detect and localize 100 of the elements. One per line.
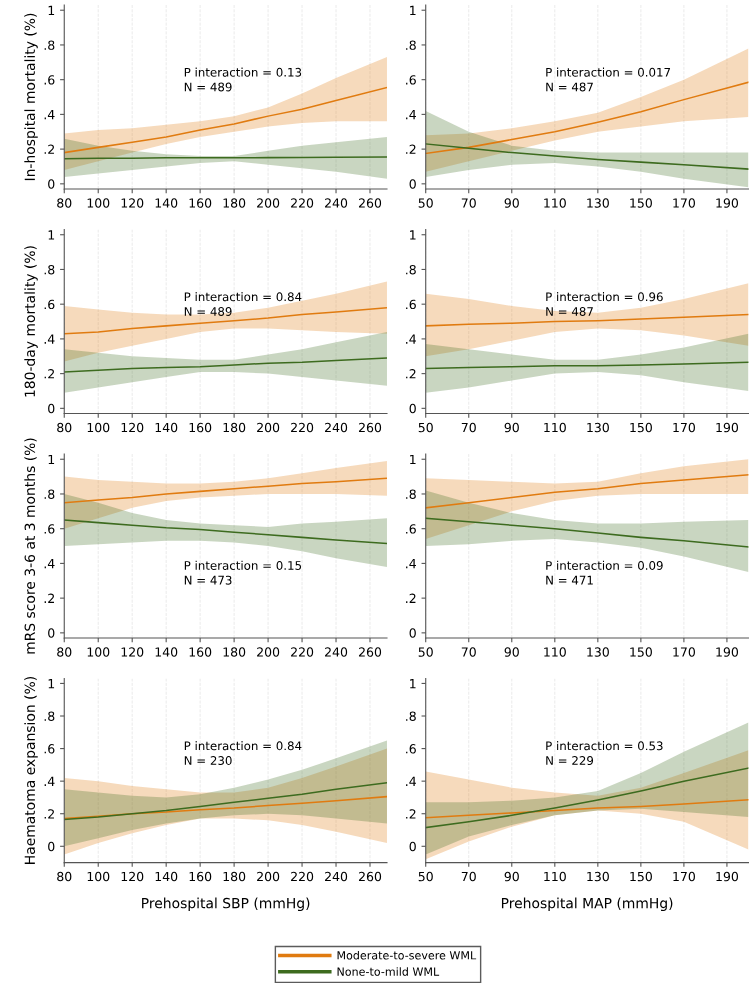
x-tick-label: 220 bbox=[291, 198, 314, 208]
annotation: P interaction = 0.09 bbox=[546, 560, 663, 570]
legend-label: None-to-mild WML bbox=[337, 967, 440, 976]
annotation: N = 489 bbox=[184, 82, 232, 92]
x-tick-label: 240 bbox=[325, 647, 348, 657]
y-tick-label: .2 bbox=[44, 593, 54, 603]
x-tick-label: 90 bbox=[504, 871, 519, 882]
x-tick-label: 70 bbox=[461, 871, 476, 882]
x-tick-label: 80 bbox=[57, 198, 72, 208]
annotation: P interaction = 0.96 bbox=[546, 292, 663, 302]
x-tick-label: 100 bbox=[87, 871, 110, 882]
y-tick-label: .6 bbox=[406, 75, 416, 85]
line-series bbox=[425, 517, 749, 548]
y-axis-title: In-hospital mortality (%) bbox=[24, 13, 38, 181]
x-axis-title: Prehospital SBP (mmHg) bbox=[142, 897, 310, 912]
y-tick-label: .8 bbox=[44, 489, 55, 499]
line-series bbox=[64, 306, 387, 335]
line-series bbox=[425, 361, 749, 370]
x-tick-label: 170 bbox=[673, 647, 695, 657]
x-tick-label: 120 bbox=[121, 422, 144, 433]
x-tick-label: 140 bbox=[155, 422, 178, 433]
x-tick-label: 150 bbox=[630, 647, 652, 657]
annotation: N = 487 bbox=[546, 307, 593, 316]
y-tick-label: .2 bbox=[406, 144, 416, 154]
x-tick-label: 80 bbox=[57, 422, 72, 433]
y-tick-label: .8 bbox=[44, 264, 55, 275]
y-tick-label: .4 bbox=[406, 110, 416, 120]
x-tick-label: 180 bbox=[223, 422, 246, 433]
x-tick-label: 90 bbox=[504, 198, 519, 208]
y-tick-label: .2 bbox=[44, 369, 54, 379]
x-tick-label: 200 bbox=[257, 647, 280, 657]
x-tick-label: 80 bbox=[57, 871, 72, 882]
y-tick-label: .8 bbox=[44, 40, 55, 50]
annotation: N = 229 bbox=[546, 756, 594, 765]
y-tick-label: 0 bbox=[48, 179, 55, 189]
y-tick-label: 1 bbox=[48, 230, 55, 240]
annotation: P interaction = 0.13 bbox=[184, 67, 302, 77]
y-tick-label: .4 bbox=[44, 559, 55, 569]
x-tick-label: 220 bbox=[291, 422, 314, 433]
y-tick-label: .6 bbox=[44, 299, 55, 310]
x-tick-label: 190 bbox=[716, 422, 739, 433]
x-tick-label: 70 bbox=[461, 198, 476, 208]
annotation: N = 230 bbox=[184, 756, 232, 765]
x-tick-label: 200 bbox=[257, 422, 280, 433]
y-tick-label: 1 bbox=[48, 679, 55, 689]
y-tick-label: 1 bbox=[410, 230, 416, 240]
y-tick-label: 1 bbox=[410, 454, 416, 464]
y-tick-label: 1 bbox=[48, 454, 55, 464]
x-tick-label: 50 bbox=[418, 647, 433, 657]
y-tick-label: .4 bbox=[406, 334, 416, 344]
x-tick-label: 240 bbox=[325, 871, 348, 882]
y-tick-label: .2 bbox=[44, 144, 54, 154]
x-tick-label: 110 bbox=[544, 871, 566, 882]
x-tick-label: 260 bbox=[358, 422, 382, 433]
x-tick-label: 70 bbox=[461, 647, 476, 657]
x-tick-label: 100 bbox=[87, 198, 110, 208]
y-tick-label: .6 bbox=[406, 744, 416, 754]
legend-label: Moderate-to-severe WML bbox=[337, 950, 477, 960]
y-tick-label: 1 bbox=[410, 679, 416, 689]
x-tick-label: 140 bbox=[155, 647, 178, 657]
y-tick-label: .8 bbox=[406, 40, 416, 50]
x-tick-label: 50 bbox=[418, 422, 433, 433]
y-tick-label: 0 bbox=[48, 628, 55, 638]
x-tick-label: 90 bbox=[504, 647, 519, 657]
x-tick-label: 180 bbox=[223, 647, 246, 657]
x-tick-label: 240 bbox=[325, 422, 348, 433]
annotation: P interaction = 0.15 bbox=[184, 560, 302, 570]
y-tick-label: .2 bbox=[406, 369, 416, 379]
line-series bbox=[64, 477, 387, 504]
line-series bbox=[425, 143, 749, 170]
x-tick-label: 130 bbox=[587, 422, 609, 433]
y-tick-label: 0 bbox=[409, 403, 416, 414]
x-tick-label: 120 bbox=[121, 198, 144, 208]
x-tick-label: 130 bbox=[587, 647, 609, 657]
x-tick-label: 160 bbox=[189, 198, 212, 208]
y-tick-label: .6 bbox=[406, 299, 416, 310]
y-tick-label: .6 bbox=[44, 524, 55, 534]
y-tick-label: 0 bbox=[48, 403, 55, 414]
y-tick-label: 0 bbox=[409, 179, 416, 189]
line-series bbox=[64, 357, 387, 373]
y-tick-label: .2 bbox=[44, 809, 54, 819]
x-tick-label: 260 bbox=[358, 871, 382, 882]
x-tick-label: 140 bbox=[155, 198, 178, 208]
y-axis-title: mRS score 3-6 at 3 months (%) bbox=[24, 438, 37, 654]
x-tick-label: 220 bbox=[291, 871, 314, 882]
y-tick-label: .6 bbox=[44, 744, 55, 754]
annotation: P interaction = 0.84 bbox=[184, 741, 302, 751]
x-tick-label: 50 bbox=[418, 871, 433, 882]
x-axis-title: Prehospital MAP (mmHg) bbox=[501, 897, 673, 912]
y-tick-label: 1 bbox=[410, 5, 416, 15]
annotation: N = 473 bbox=[184, 575, 232, 585]
x-tick-label: 200 bbox=[257, 871, 280, 882]
x-tick-label: 130 bbox=[587, 198, 609, 208]
annotation: P interaction = 0.84 bbox=[184, 292, 302, 302]
y-tick-label: .4 bbox=[44, 776, 55, 786]
y-tick-label: .4 bbox=[406, 776, 416, 786]
x-tick-label: 90 bbox=[504, 422, 519, 433]
x-tick-label: 100 bbox=[87, 422, 110, 433]
x-tick-label: 120 bbox=[121, 871, 144, 882]
x-tick-label: 260 bbox=[358, 647, 382, 657]
